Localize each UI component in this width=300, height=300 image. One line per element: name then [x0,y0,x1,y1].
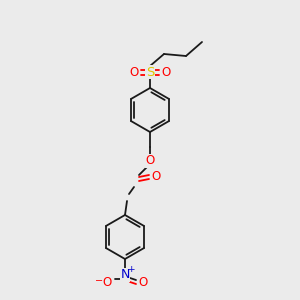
Text: O: O [129,65,139,79]
Text: O: O [102,277,112,290]
Text: O: O [138,277,148,290]
Text: S: S [146,65,154,79]
Text: N: N [120,268,130,281]
Text: O: O [146,154,154,167]
Text: +: + [127,266,135,274]
Text: O: O [152,170,160,184]
Text: O: O [161,65,171,79]
Text: −: − [95,276,103,286]
